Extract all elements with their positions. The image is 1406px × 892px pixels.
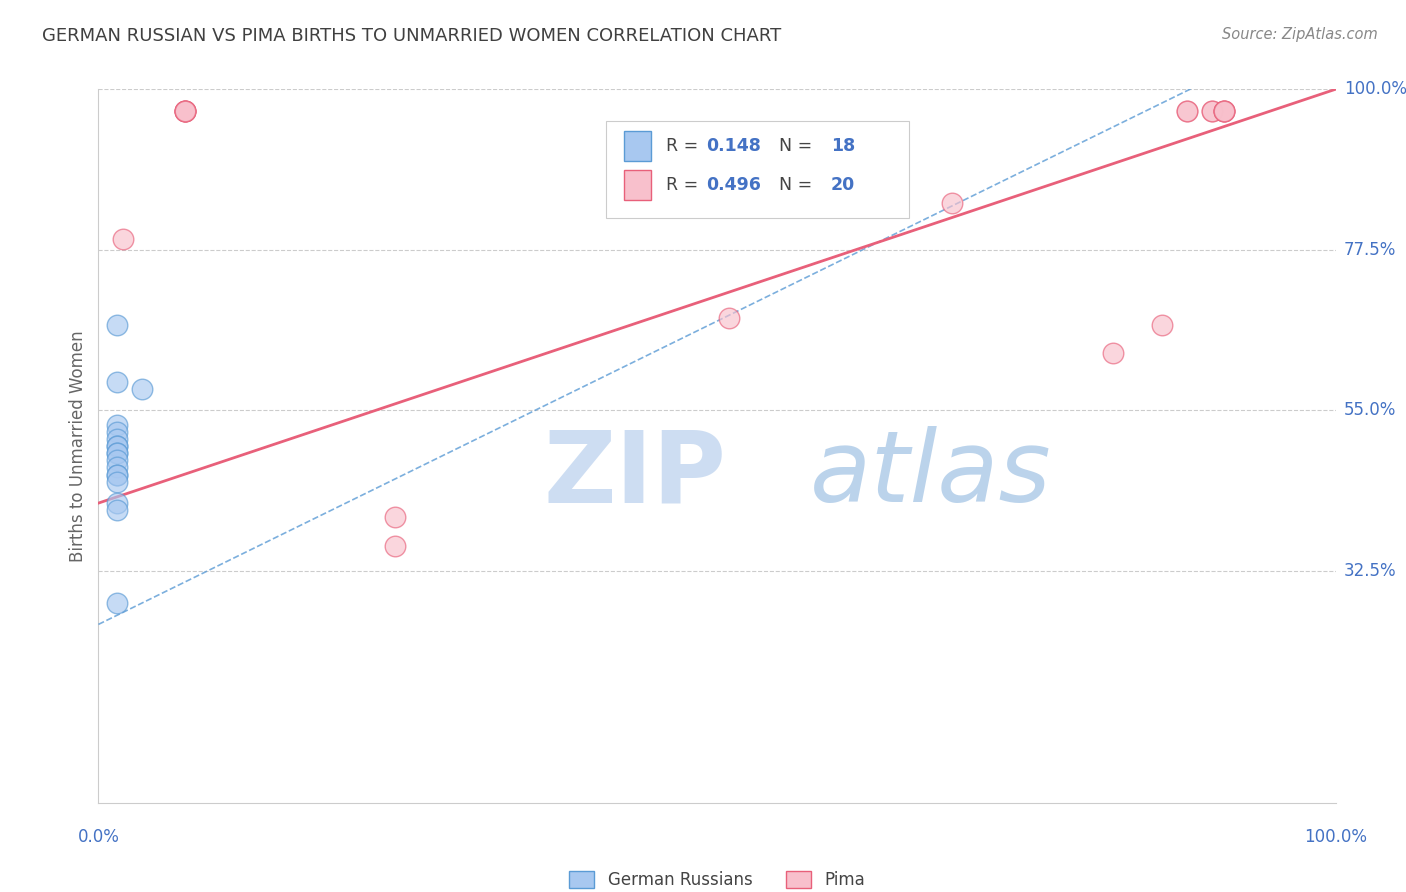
Text: 0.496: 0.496	[706, 176, 761, 194]
Point	[105, 432, 128, 446]
Point	[131, 382, 153, 396]
Y-axis label: Births to Unmarried Women: Births to Unmarried Women	[69, 330, 87, 562]
Text: 0.148: 0.148	[706, 136, 761, 154]
Text: ZIP: ZIP	[544, 426, 727, 523]
Point	[105, 425, 128, 439]
Text: 20: 20	[831, 176, 855, 194]
Text: N =: N =	[768, 136, 817, 154]
Point	[105, 596, 128, 610]
Point	[105, 446, 128, 460]
Point	[1201, 103, 1223, 118]
Point	[105, 496, 128, 510]
Point	[105, 439, 128, 453]
Point	[1213, 103, 1236, 118]
Point	[105, 503, 128, 517]
Point	[105, 375, 128, 389]
Text: 32.5%: 32.5%	[1344, 562, 1396, 580]
Point	[174, 103, 197, 118]
Point	[174, 103, 197, 118]
Point	[105, 460, 128, 475]
Point	[174, 103, 197, 118]
Point	[105, 475, 128, 489]
Legend: German Russians, Pima: German Russians, Pima	[562, 864, 872, 892]
Text: Source: ZipAtlas.com: Source: ZipAtlas.com	[1222, 27, 1378, 42]
Text: 55.0%: 55.0%	[1344, 401, 1396, 419]
Point	[1152, 318, 1174, 332]
Point	[941, 196, 963, 211]
Point	[1213, 103, 1236, 118]
FancyBboxPatch shape	[624, 169, 651, 200]
Point	[384, 539, 406, 553]
Point	[105, 467, 128, 482]
Point	[105, 467, 128, 482]
Point	[105, 453, 128, 467]
Point	[384, 510, 406, 524]
Point	[1201, 103, 1223, 118]
Text: 18: 18	[831, 136, 855, 154]
Point	[174, 103, 197, 118]
Text: 77.5%: 77.5%	[1344, 241, 1396, 259]
Point	[1213, 103, 1236, 118]
Point	[105, 439, 128, 453]
Text: atlas: atlas	[810, 426, 1052, 523]
Text: 100.0%: 100.0%	[1344, 80, 1406, 98]
Point	[105, 417, 128, 432]
Point	[105, 446, 128, 460]
Point	[174, 103, 197, 118]
FancyBboxPatch shape	[624, 130, 651, 161]
Point	[1175, 103, 1198, 118]
Point	[105, 318, 128, 332]
Text: 100.0%: 100.0%	[1305, 828, 1367, 846]
Point	[1213, 103, 1236, 118]
Point	[1175, 103, 1198, 118]
Point	[112, 232, 135, 246]
Text: R =: R =	[666, 136, 704, 154]
Point	[1102, 346, 1125, 360]
Point	[718, 310, 741, 325]
Text: N =: N =	[768, 176, 817, 194]
Text: R =: R =	[666, 176, 704, 194]
Text: GERMAN RUSSIAN VS PIMA BIRTHS TO UNMARRIED WOMEN CORRELATION CHART: GERMAN RUSSIAN VS PIMA BIRTHS TO UNMARRI…	[42, 27, 782, 45]
Text: 0.0%: 0.0%	[77, 828, 120, 846]
FancyBboxPatch shape	[606, 121, 908, 218]
